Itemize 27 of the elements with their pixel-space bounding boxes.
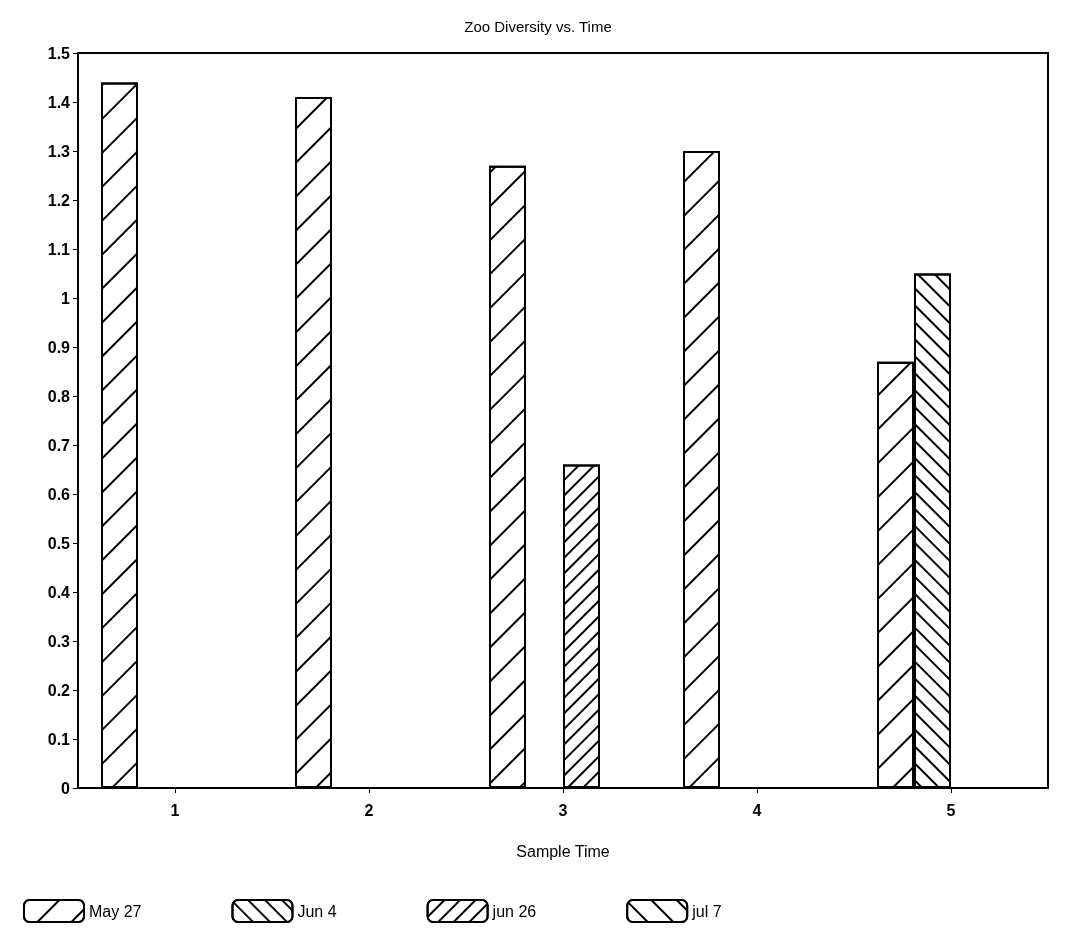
y-tick-label: 0.5	[47, 534, 71, 552]
y-tick-label: 0.7	[47, 436, 71, 454]
y-tick-label: 1.5	[47, 44, 71, 62]
y-tick-label: 1.4	[47, 93, 71, 111]
x-tick-label: 2	[364, 801, 374, 819]
y-tick-label: 0	[61, 779, 71, 797]
y-tick-label: 0.2	[47, 681, 71, 699]
legend-label: jun 26	[491, 902, 537, 920]
chart-title: Zoo Diversity vs. Time	[464, 18, 612, 35]
y-tick-label: 0.9	[47, 338, 71, 356]
x-axis-title: Sample Time	[516, 842, 610, 860]
x-tick-label: 4	[752, 801, 762, 819]
legend-label: jul 7	[691, 902, 722, 920]
x-tick-label: 3	[558, 801, 568, 819]
legend-label: Jun 4	[297, 902, 337, 920]
legend-label: May 27	[89, 902, 142, 920]
y-tick-label: 1	[61, 289, 71, 307]
y-tick-label: 0.8	[47, 387, 71, 405]
x-tick-label: 5	[946, 801, 956, 819]
y-tick-label: 0.6	[47, 485, 71, 503]
y-tick-label: 0.3	[47, 632, 71, 650]
x-tick-label: 1	[170, 801, 180, 819]
y-tick-label: 0.4	[47, 583, 71, 601]
y-tick-label: 1.1	[47, 240, 71, 258]
y-tick-label: 1.2	[47, 191, 71, 209]
y-tick-label: 0.1	[47, 730, 71, 748]
y-tick-label: 1.3	[47, 142, 71, 160]
